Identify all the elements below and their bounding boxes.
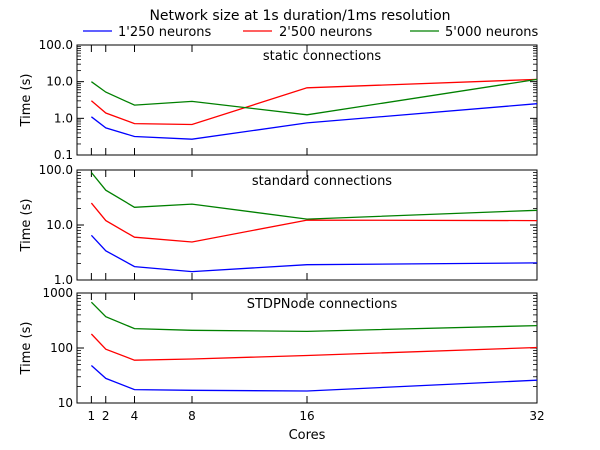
panel-annotation: STDPNode connections	[247, 297, 398, 312]
x-axis-label: Cores	[289, 428, 326, 443]
y-axis-label: Time (s)	[19, 322, 34, 376]
series-line	[90, 365, 538, 392]
panel-annotation: standard connections	[252, 174, 392, 189]
y-tick-label: 1.0	[54, 273, 73, 287]
series-line	[90, 301, 538, 333]
y-tick-label: 1.0	[54, 111, 73, 125]
y-axis-label: Time (s)	[19, 74, 34, 128]
panels: 0.1 1.0 10.0 100.0 Time (s) static connection…	[19, 38, 545, 423]
legend-label: 5'000 neurons	[445, 25, 539, 40]
x-tick-label: 2	[102, 409, 110, 423]
y-tick-label: 100	[50, 341, 73, 355]
panel-1: 0.1 1.0 10.0 100.0 Time (s) static connection…	[19, 38, 538, 162]
y-tick-label: 100.0	[39, 163, 73, 177]
series-line	[91, 78, 538, 116]
x-tick-label: 16	[299, 409, 314, 423]
x-tick-label: 32	[529, 409, 544, 423]
y-axis-label: Time (s)	[19, 199, 34, 253]
series-line	[90, 202, 538, 243]
y-tick-label: 1000	[42, 286, 73, 300]
chart-title: Network size at 1s duration/1ms resoluti…	[149, 8, 450, 24]
legend-label: 1'250 neurons	[118, 25, 212, 40]
series-line	[90, 333, 538, 361]
y-tick-label: 0.1	[54, 148, 73, 162]
y-tick-label: 10	[58, 396, 73, 410]
legend: 1'250 neurons 2'500 neurons 5'000 neurons	[83, 25, 539, 40]
y-tick-label: 10.0	[46, 218, 73, 232]
x-tick-label: 8	[188, 409, 196, 423]
y-tick-label: 100.0	[39, 38, 73, 52]
legend-label: 2'500 neurons	[279, 25, 373, 40]
panel-annotation: static connections	[263, 49, 381, 64]
series-line	[90, 172, 538, 220]
panel-3: 10 100 1000 1 2 4 8 16 32 Time (s) STDPNode connec…	[19, 286, 545, 423]
x-tick-label: 4	[131, 409, 139, 423]
panel-2: 1.0 10.0 100.0 Time (s) standard connections	[19, 163, 538, 287]
y-tick-label: 10.0	[46, 75, 73, 89]
series-line	[91, 103, 538, 140]
series-line	[90, 78, 538, 126]
x-tick-label: 1	[88, 409, 96, 423]
series-line	[90, 234, 538, 273]
